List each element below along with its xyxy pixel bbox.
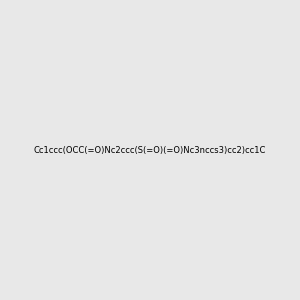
Text: Cc1ccc(OCC(=O)Nc2ccc(S(=O)(=O)Nc3nccs3)cc2)cc1C: Cc1ccc(OCC(=O)Nc2ccc(S(=O)(=O)Nc3nccs3)c… [34,146,266,154]
